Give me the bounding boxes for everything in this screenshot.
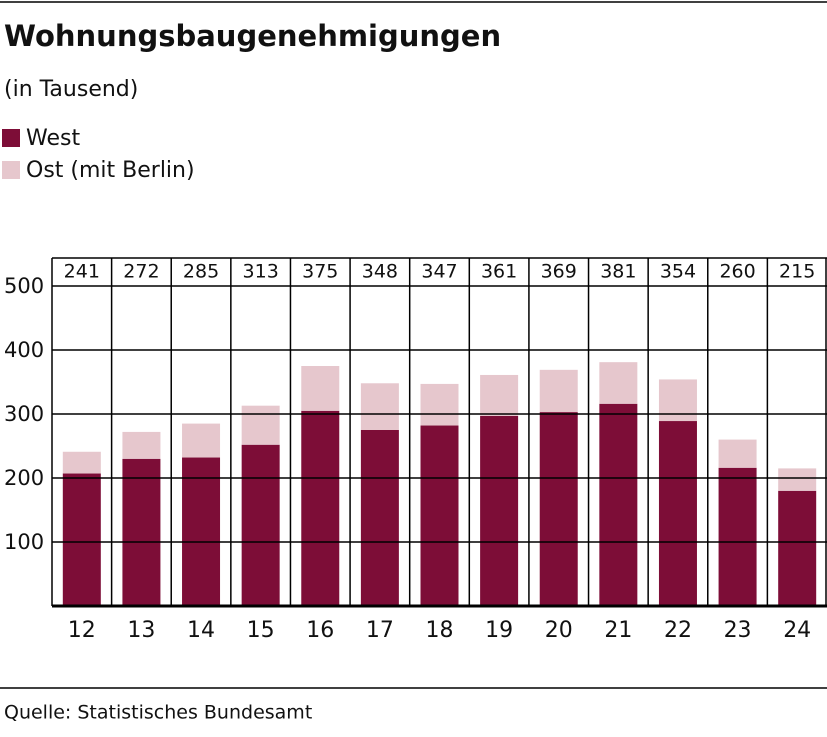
total-label: 260 (719, 261, 755, 283)
bar-segment (122, 458, 161, 606)
x-tick-label: 20 (545, 618, 573, 643)
bar-segment (539, 412, 578, 606)
x-tick-label: 16 (306, 618, 334, 643)
bar-segment (62, 473, 101, 606)
x-tick-label: 18 (426, 618, 454, 643)
legend-swatch (2, 129, 20, 147)
bar-segment (122, 431, 161, 459)
bar-segment (718, 439, 757, 468)
bar-segment (301, 410, 340, 606)
total-label: 215 (779, 261, 815, 283)
legend-label: Ost (mit Berlin) (26, 158, 195, 183)
legend-label: West (26, 126, 80, 151)
x-tick-label: 24 (783, 618, 811, 643)
bar-segment (241, 405, 280, 445)
y-tick-label: 400 (4, 338, 44, 362)
bar-segment (658, 421, 697, 606)
total-label: 381 (600, 261, 636, 283)
x-tick-label: 22 (664, 618, 692, 643)
y-tick-label: 200 (4, 466, 44, 490)
bar-segment (360, 430, 399, 606)
bar-segment (301, 366, 340, 411)
total-label: 285 (183, 261, 219, 283)
total-label: 354 (660, 261, 696, 283)
y-tick-label: 500 (4, 274, 44, 298)
x-tick-label: 15 (247, 618, 275, 643)
bar-segment (778, 468, 817, 491)
x-tick-label: 21 (604, 618, 632, 643)
x-tick-label: 23 (724, 618, 752, 643)
chart-title: Wohnungsbaugenehmigungen (4, 19, 501, 53)
legend-swatch (2, 161, 20, 179)
bar-segment (480, 415, 519, 606)
bar-segment (599, 403, 638, 606)
bar-segment (182, 423, 221, 458)
x-tick-label: 17 (366, 618, 394, 643)
total-label: 375 (302, 261, 338, 283)
bar-segment (718, 467, 757, 606)
bar-segment (420, 383, 459, 426)
total-label: 347 (421, 261, 457, 283)
x-tick-label: 12 (68, 618, 96, 643)
bar-segment (360, 383, 399, 430)
bar-segment (241, 444, 280, 606)
total-label: 348 (362, 261, 398, 283)
bar-segment (420, 425, 459, 606)
x-tick-label: 14 (187, 618, 215, 643)
bar-segment (778, 490, 817, 606)
y-tick-label: 300 (4, 402, 44, 426)
bar-segment (599, 362, 638, 404)
source: Quelle: Statistisches Bundesamt (4, 702, 312, 724)
total-label: 272 (123, 261, 159, 283)
total-label: 313 (243, 261, 279, 283)
x-tick-label: 19 (485, 618, 513, 643)
bar-segment (182, 457, 221, 606)
total-label: 361 (481, 261, 517, 283)
x-tick-label: 13 (127, 618, 155, 643)
total-label: 241 (64, 261, 100, 283)
bar-segment (62, 451, 101, 474)
bar-segment (658, 379, 697, 422)
bar-segment (539, 369, 578, 413)
chart-subtitle: (in Tausend) (4, 77, 138, 102)
y-tick-label: 100 (4, 530, 44, 554)
bar-segment (480, 374, 519, 416)
total-label: 369 (541, 261, 577, 283)
